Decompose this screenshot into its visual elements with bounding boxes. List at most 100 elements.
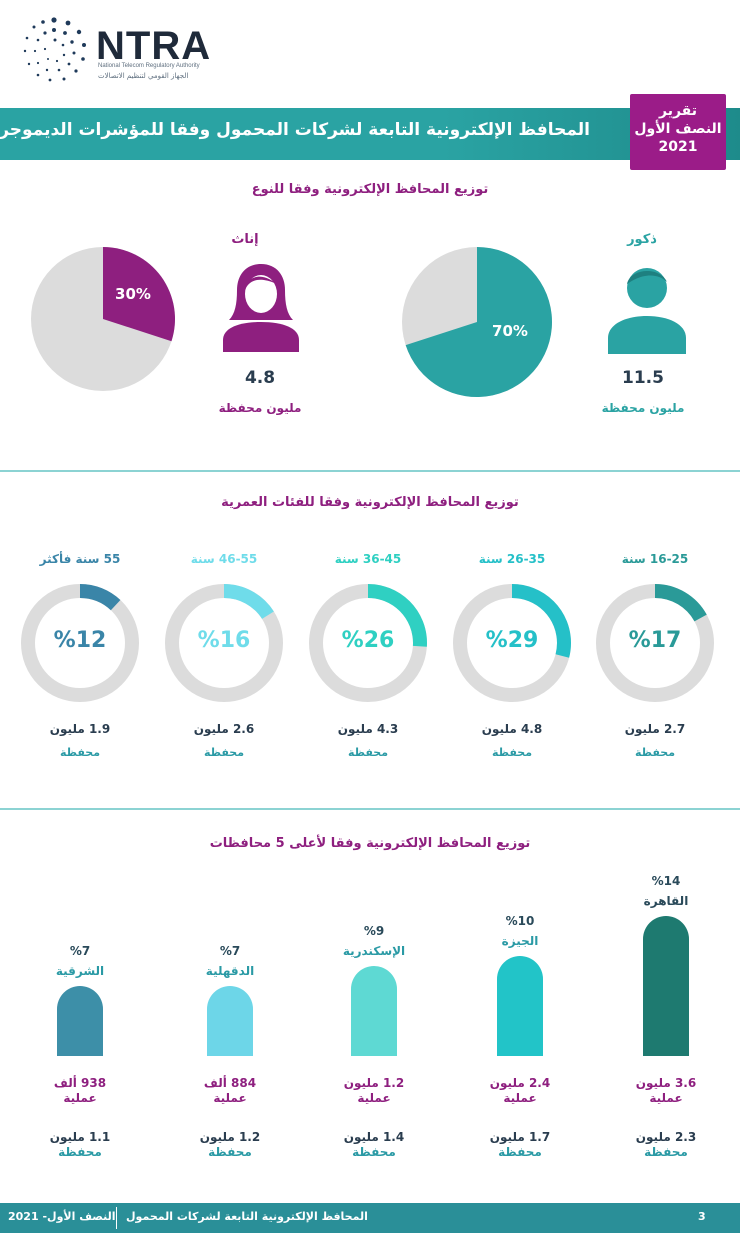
gov-section-title: توزيع المحافظ الإلكترونية وفقا لأعلى 5 م…: [209, 836, 531, 851]
age-wallet-count: 2.6 مليون: [193, 722, 255, 736]
gov-operations: 884 ألف عملية: [170, 1076, 290, 1106]
female-pct-label: 30%: [115, 285, 151, 303]
gov-percent: %10: [505, 914, 535, 928]
age-ring: [165, 584, 283, 702]
gov-operations-unit: عملية: [213, 1091, 247, 1105]
footer-bar: [0, 1203, 740, 1233]
gov-bar: [497, 956, 543, 1056]
age-wallet-unit: محفظة: [634, 746, 676, 759]
report-badge: تقرير النصف الأول 2021: [630, 94, 726, 170]
gov-operations: 3.6 مليون عملية: [606, 1076, 726, 1106]
age-ring: [21, 584, 139, 702]
age-wallet-count: 4.8 مليون: [481, 722, 543, 736]
age-group-label: 46-55 سنة: [190, 552, 258, 566]
gov-operations: 938 ألف عملية: [20, 1076, 140, 1106]
age-ring-arc: [453, 584, 571, 702]
gov-operations-unit: عملية: [357, 1091, 391, 1105]
age-wallet-count: 2.7 مليون: [624, 722, 686, 736]
female-unit: مليون محفظة: [218, 401, 302, 415]
logo-subtitle-ar: الجهاز القومي لتنظيم الاتصالات: [98, 72, 189, 80]
gov-name: الدقهلية: [205, 964, 255, 978]
gov-operations-value: 1.2 مليون: [343, 1076, 405, 1090]
gov-operations: 1.2 مليون عملية: [314, 1076, 434, 1106]
gov-wallets-unit: محفظة: [498, 1145, 542, 1159]
age-ring-percent: %26: [341, 628, 395, 653]
ntra-logo-icon: [23, 17, 86, 82]
male-pie-chart: [402, 247, 552, 397]
gov-operations: 2.4 مليون عملية: [460, 1076, 580, 1106]
gov-percent: %7: [219, 944, 241, 958]
section-divider-2: [0, 808, 740, 810]
gov-wallets-unit: محفظة: [208, 1145, 252, 1159]
gov-wallets-value: 1.4 مليون: [343, 1130, 405, 1144]
footer-page-number: 3: [698, 1210, 706, 1223]
gov-percent: %7: [69, 944, 91, 958]
female-pie-chart: [31, 247, 175, 391]
gov-operations-value: 3.6 مليون: [635, 1076, 697, 1090]
gov-wallets-unit: محفظة: [644, 1145, 688, 1159]
age-wallet-unit: محفظة: [203, 746, 245, 759]
gov-wallets: 1.7 مليون محفظة: [460, 1130, 580, 1160]
age-wallet-count: 4.3 مليون: [337, 722, 399, 736]
female-pie-slice: [103, 247, 175, 342]
page-title: المحافظ الإلكترونية التابعة لشركات المحم…: [0, 120, 590, 140]
gov-wallets-unit: محفظة: [352, 1145, 396, 1159]
gov-percent: %14: [651, 874, 681, 888]
report-badge-line2: النصف الأول: [634, 121, 722, 137]
gov-wallets-value: 1.1 مليون: [49, 1130, 111, 1144]
gov-name: الإسكندرية: [342, 944, 406, 958]
gov-name: الشرقية: [55, 964, 105, 978]
age-ring-percent: %29: [485, 628, 539, 653]
age-group-label: 26-35 سنة: [478, 552, 546, 566]
age-ring: [309, 584, 427, 702]
gov-operations-unit: عملية: [63, 1091, 97, 1105]
gov-operations-unit: عملية: [649, 1091, 683, 1105]
logo-wordmark: NTRA: [96, 24, 212, 68]
gov-wallets: 1.2 مليون محفظة: [170, 1130, 290, 1160]
gov-operations-value: 938 ألف: [53, 1076, 107, 1090]
report-badge-line3: 2021: [658, 139, 698, 155]
age-group-label: 36-45 سنة: [334, 552, 402, 566]
footer-period: النصف الأول- 2021: [8, 1210, 116, 1223]
title-banner: [0, 108, 740, 160]
footer-separator: [116, 1207, 117, 1229]
gov-bar: [643, 916, 689, 1056]
age-wallet-unit: محفظة: [59, 746, 101, 759]
age-ring-percent: %16: [197, 628, 251, 653]
gov-wallets: 2.3 مليون محفظة: [606, 1130, 726, 1160]
footer-title: المحافظ الإلكترونية التابعة لشركات المحم…: [126, 1210, 368, 1223]
gov-name: القاهرة: [643, 894, 689, 908]
gov-wallets-unit: محفظة: [58, 1145, 102, 1159]
female-value: 4.8: [244, 368, 276, 388]
gov-bar: [207, 986, 253, 1056]
age-ring-arc: [309, 584, 427, 702]
logo-subtitle-en: National Telecom Regulatory Authority: [98, 63, 200, 69]
gov-operations-value: 2.4 مليون: [489, 1076, 551, 1090]
report-badge-line1: تقرير: [658, 103, 697, 119]
age-ring-arc: [596, 584, 714, 702]
female-person-icon: [223, 264, 299, 352]
female-label: إناث: [231, 232, 259, 247]
section-divider-1: [0, 470, 740, 472]
male-pie-slice: [405, 247, 552, 397]
age-group-label: 16-25 سنة: [621, 552, 689, 566]
age-ring-percent: %12: [53, 628, 107, 653]
gov-operations-value: 884 ألف: [203, 1076, 257, 1090]
gov-bar: [57, 986, 103, 1056]
gov-operations-unit: عملية: [503, 1091, 537, 1105]
male-pct-label: 70%: [492, 322, 528, 340]
gov-bar: [351, 966, 397, 1056]
age-wallet-unit: محفظة: [491, 746, 533, 759]
age-ring-arc: [165, 584, 283, 702]
age-wallet-unit: محفظة: [347, 746, 389, 759]
age-group-label: 55 سنة فأكثر: [39, 552, 121, 566]
gov-wallets: 1.1 مليون محفظة: [20, 1130, 140, 1160]
age-wallet-count: 1.9 مليون: [49, 722, 111, 736]
male-value: 11.5: [622, 368, 664, 388]
age-ring: [596, 584, 714, 702]
male-unit: مليون محفظة: [601, 401, 685, 415]
gov-name: الجيزة: [501, 934, 539, 948]
gov-percent: %9: [363, 924, 385, 938]
age-ring-arc: [21, 584, 139, 702]
age-ring-percent: %17: [628, 628, 682, 653]
